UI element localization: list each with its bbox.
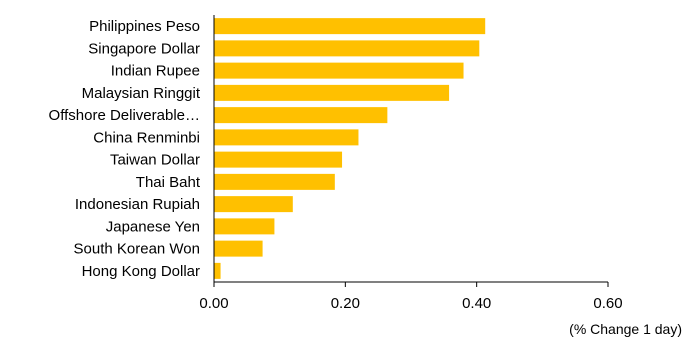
bar — [214, 151, 343, 168]
category-label: Indonesian Rupiah — [75, 196, 200, 213]
bar — [214, 262, 221, 279]
category-label: Malaysian Ringgit — [82, 85, 201, 102]
x-tick-label: 0.40 — [462, 295, 491, 312]
bar — [214, 18, 486, 35]
bar — [214, 62, 464, 79]
bar — [214, 84, 450, 101]
category-label: Japanese Yen — [106, 218, 200, 235]
x-axis-ticks: 0.00 0.20 0.40 0.60 — [199, 282, 623, 312]
x-tick-label: 0.00 — [199, 295, 228, 312]
category-label: Singapore Dollar — [88, 40, 200, 57]
bar — [214, 196, 293, 213]
bar — [214, 40, 480, 57]
bar — [214, 173, 335, 190]
bar — [214, 129, 359, 146]
category-label: Indian Rupee — [111, 63, 200, 80]
category-label: Offshore Deliverable… — [49, 107, 200, 124]
bar — [214, 240, 263, 257]
category-label: South Korean Won — [74, 241, 200, 258]
x-axis-label: (% Change 1 day) — [569, 321, 682, 337]
bars-group — [214, 18, 486, 279]
category-label: China Renminbi — [93, 129, 200, 146]
category-label: Thai Baht — [136, 174, 201, 191]
bar — [214, 107, 388, 124]
category-label: Hong Kong Dollar — [82, 263, 200, 280]
x-tick-label: 0.20 — [331, 295, 360, 312]
bar — [214, 218, 275, 235]
category-labels: Philippines Peso Singapore Dollar Indian R… — [49, 18, 201, 280]
category-label: Philippines Peso — [89, 18, 200, 35]
x-tick-label: 0.60 — [593, 295, 622, 312]
category-label: Taiwan Dollar — [110, 152, 200, 169]
